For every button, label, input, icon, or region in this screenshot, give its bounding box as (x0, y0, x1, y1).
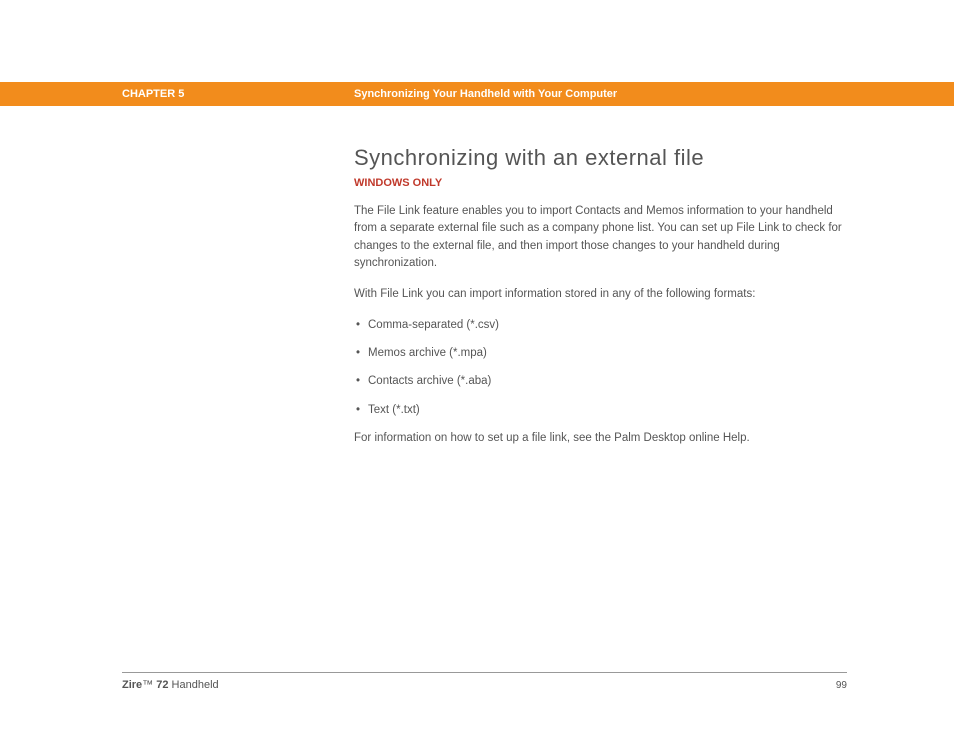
header-bar: CHAPTER 5 Synchronizing Your Handheld wi… (0, 82, 954, 106)
footer-product-prefix: Zire (122, 679, 142, 691)
list-item: Comma-separated (*.csv) (356, 317, 844, 333)
footer-product: Zire™ 72 Handheld (122, 679, 219, 691)
format-list: Comma-separated (*.csv) Memos archive (*… (354, 317, 844, 417)
content-area: Synchronizing with an external file WIND… (354, 145, 844, 461)
footer-product-tm: ™ (142, 679, 153, 691)
paragraph-intro: The File Link feature enables you to imp… (354, 203, 844, 272)
chapter-title: Synchronizing Your Handheld with Your Co… (354, 88, 617, 100)
list-item: Memos archive (*.mpa) (356, 345, 844, 361)
paragraph-formats-intro: With File Link you can import informatio… (354, 286, 844, 303)
list-item: Text (*.txt) (356, 402, 844, 418)
footer-page-number: 99 (836, 680, 847, 691)
footer-product-suffix: Handheld (168, 679, 218, 691)
footer: Zire™ 72 Handheld 99 (122, 672, 847, 691)
list-item: Contacts archive (*.aba) (356, 373, 844, 389)
paragraph-help: For information on how to set up a file … (354, 430, 844, 447)
chapter-label: CHAPTER 5 (122, 88, 184, 100)
footer-product-model: 72 (153, 679, 168, 691)
section-subtitle: WINDOWS ONLY (354, 177, 844, 189)
section-heading: Synchronizing with an external file (354, 145, 844, 171)
